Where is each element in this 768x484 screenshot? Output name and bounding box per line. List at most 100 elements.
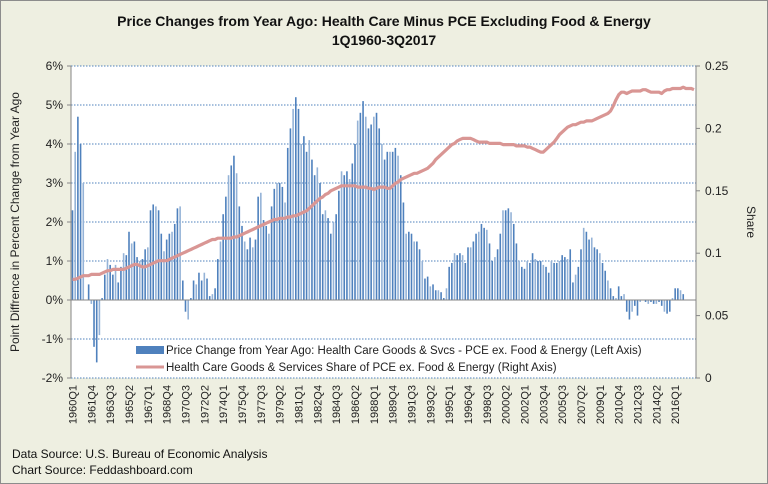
bar <box>87 284 90 300</box>
x-tick-label: 1961Q4 <box>86 385 98 424</box>
bar <box>394 147 397 300</box>
bar <box>216 259 219 300</box>
bar <box>332 222 335 300</box>
bar <box>268 233 270 300</box>
bar <box>168 233 171 300</box>
bar <box>381 144 383 300</box>
bar <box>515 243 518 300</box>
x-tick-label: 1993Q2 <box>425 385 437 424</box>
bar <box>351 163 354 300</box>
bar <box>620 296 623 300</box>
chart-title: Price Changes from Year Ago: Health Care… <box>117 13 651 29</box>
bar <box>95 300 98 363</box>
x-tick-label: 1998Q3 <box>482 385 494 424</box>
bar <box>674 288 676 300</box>
bar <box>601 262 604 300</box>
bar <box>574 274 577 300</box>
bar <box>585 231 588 300</box>
x-tick-label: 1975Q4 <box>237 385 249 424</box>
bar <box>303 136 305 300</box>
bar <box>109 264 111 300</box>
bar <box>160 233 163 300</box>
x-tick-label: 2016Q1 <box>670 385 682 424</box>
bar <box>378 128 381 300</box>
bar <box>112 274 114 300</box>
x-tick-label: 2002Q1 <box>520 385 532 424</box>
bar <box>198 272 200 300</box>
x-axis-ticks: 1960Q1 1961Q4 1963Q3 1965Q2 1967Q1 1968Q4 1970… <box>68 385 683 424</box>
bar <box>386 151 389 300</box>
bar <box>539 261 542 300</box>
bar <box>367 128 370 300</box>
bar <box>122 253 125 300</box>
bar <box>136 257 138 300</box>
bar <box>114 264 117 300</box>
bar <box>486 229 488 300</box>
bar <box>238 206 241 300</box>
right-tick-label: 0.15 <box>705 184 729 198</box>
x-tick-label: 2010Q4 <box>614 385 626 424</box>
bar <box>133 241 136 300</box>
bar <box>561 255 563 300</box>
x-tick-label: 1989Q4 <box>388 385 400 424</box>
bar <box>144 249 146 300</box>
bar <box>461 255 464 300</box>
bar <box>499 233 502 300</box>
bar <box>418 249 421 300</box>
bar <box>117 282 120 300</box>
bar <box>77 116 79 300</box>
bar <box>421 261 424 300</box>
bar <box>612 296 615 300</box>
bar <box>442 298 445 300</box>
left-tick-label: 5% <box>46 98 64 112</box>
bar <box>547 272 550 300</box>
bar <box>666 300 668 314</box>
bar <box>230 165 233 300</box>
x-tick-label: 1982Q4 <box>312 385 324 424</box>
x-tick-label: 1991Q3 <box>407 385 419 424</box>
bar <box>356 120 359 300</box>
bar <box>165 239 168 300</box>
x-tick-label: 2000Q2 <box>501 385 513 424</box>
bar <box>289 128 292 300</box>
bar <box>190 298 192 300</box>
bar <box>173 223 176 300</box>
x-tick-label: 1967Q1 <box>143 385 155 424</box>
bar <box>292 108 294 301</box>
bar <box>671 298 674 300</box>
bar <box>346 171 348 300</box>
bar <box>206 278 208 300</box>
data-source-note: Data Source: U.S. Bureau of Economic Ana… <box>12 447 268 461</box>
bar <box>534 259 537 300</box>
x-tick-label: 1960Q1 <box>68 385 80 424</box>
chart-title-block: Price Changes from Year Ago: Health Care… <box>0 12 768 50</box>
bar <box>257 196 259 300</box>
bar <box>300 144 302 300</box>
right-axis-ticks: 0 0.05 0.1 0.15 0.2 0.25 <box>696 59 729 385</box>
x-tick-label: 2005Q3 <box>557 385 569 424</box>
left-tick-label: -2% <box>42 371 64 385</box>
bar <box>348 179 351 300</box>
bar <box>507 208 510 300</box>
bar <box>184 300 187 312</box>
legend-bar-swatch <box>136 346 164 354</box>
bar <box>276 183 278 300</box>
left-tick-label: 0% <box>46 293 64 307</box>
bar <box>82 183 85 300</box>
x-tick-label: 1995Q1 <box>444 385 456 424</box>
bar <box>155 206 157 300</box>
x-tick-label: 1977Q3 <box>256 385 268 424</box>
bar <box>432 284 434 300</box>
left-tick-label: 3% <box>46 176 64 190</box>
bar <box>262 220 265 300</box>
bar <box>125 255 128 300</box>
bar <box>625 300 628 312</box>
bar <box>79 144 82 300</box>
bar <box>316 167 319 300</box>
bar <box>682 294 685 300</box>
bar <box>448 266 450 300</box>
bar <box>440 292 442 300</box>
bar <box>529 262 531 300</box>
bar <box>451 262 453 300</box>
bar <box>426 276 429 300</box>
